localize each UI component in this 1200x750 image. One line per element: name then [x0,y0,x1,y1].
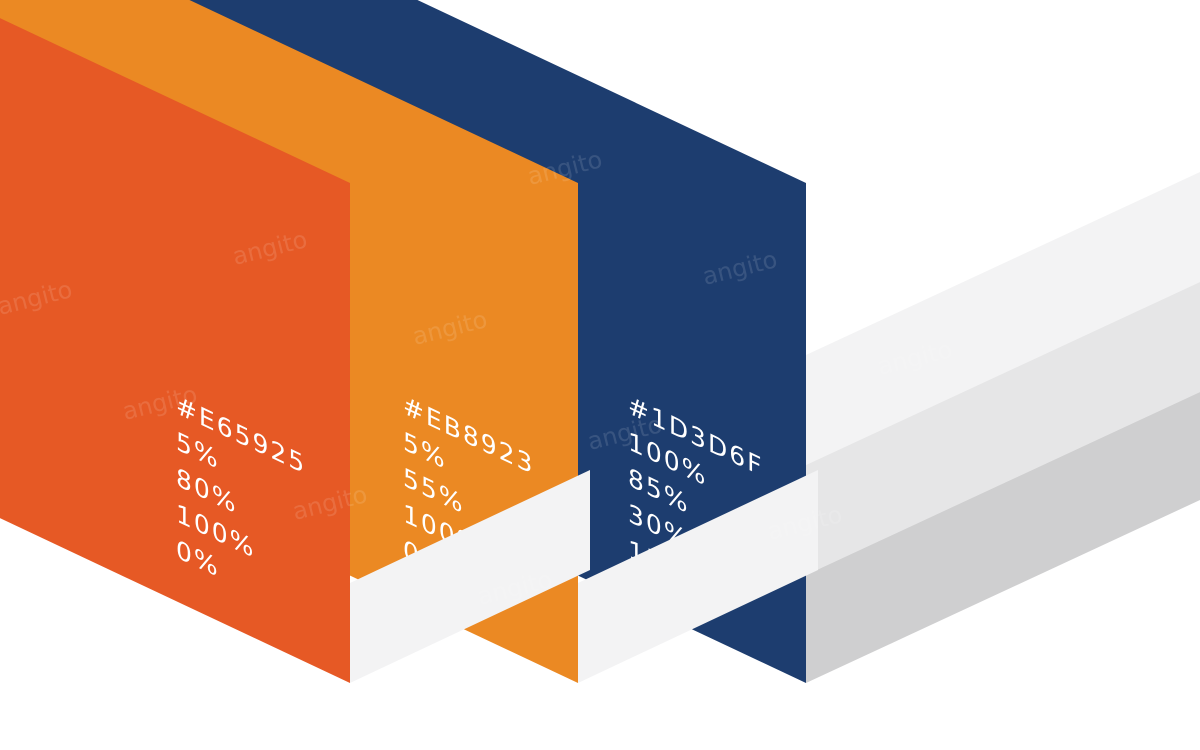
watermark: angito [810,90,890,136]
watermark: angito [990,170,1070,216]
watermark: angito [180,630,260,676]
swatch-panel [0,18,350,683]
watermark: angito [1100,25,1180,71]
slab-light [806,172,1200,465]
floor-wedge [578,469,818,683]
slab-mid [806,282,1200,575]
slab-dark [806,392,1200,683]
floor-wedge [350,469,590,683]
watermark: angito [0,550,80,596]
